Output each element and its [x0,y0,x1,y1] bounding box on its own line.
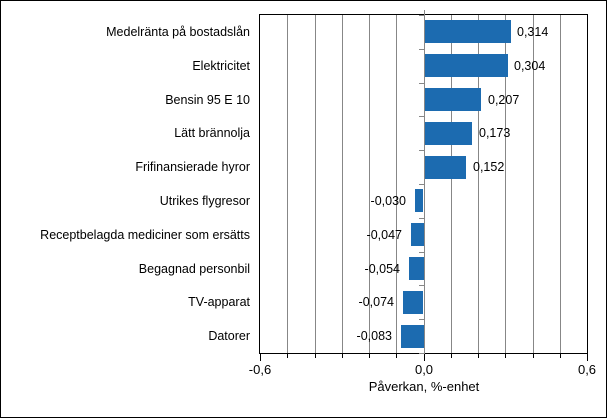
value-label: 0,152 [473,160,505,174]
bar [425,122,472,145]
bar [409,257,424,280]
zero-axis-line [424,10,425,358]
category-axis-tick [419,49,424,50]
value-label: -0,047 [366,228,402,242]
gridline [451,15,452,353]
bar [425,156,466,179]
category-label: Frifinansierade hyror [135,160,250,174]
value-label: -0,083 [356,329,392,343]
value-label: 0,304 [514,59,546,73]
category-label: Begagnad personbil [138,262,250,276]
category-label: TV-apparat [188,295,250,309]
x-axis-minor-tick [505,354,506,358]
gridline [505,15,506,353]
gridline [533,15,534,353]
bar [425,54,508,77]
bar [425,20,511,43]
category-label: Bensin 95 E 10 [165,93,250,107]
category-axis-tick [419,319,424,320]
gridline [369,15,370,353]
x-axis-minor-tick [369,354,370,358]
x-axis-minor-tick [342,354,343,358]
category-axis-tick [419,252,424,253]
category-axis-tick [419,285,424,286]
category-axis-tick [419,353,424,354]
x-axis-minor-tick [533,354,534,358]
gridline [560,15,561,353]
category-label: Medelränta på bostadslån [106,25,250,39]
value-label: -0,054 [364,262,400,276]
gridline [315,15,316,353]
bar [425,88,481,111]
x-tick-label: 0,6 [577,362,597,377]
x-tick-label: 0,0 [414,362,434,377]
value-label: 0,173 [479,126,511,140]
category-label: Elektricitet [192,59,250,73]
value-label: -0,074 [358,295,394,309]
value-label: 0,314 [517,25,549,39]
x-axis-major-tick [587,354,588,361]
category-axis-tick [419,15,424,16]
x-axis-minor-tick [451,354,452,358]
x-axis-minor-tick [560,354,561,358]
x-axis-major-tick [260,354,261,361]
value-label: -0,030 [370,194,406,208]
x-tick-label: -0,6 [248,362,272,377]
x-axis-major-tick [424,354,425,361]
category-axis-tick [419,218,424,219]
category-axis-tick [419,184,424,185]
bar [401,325,424,348]
x-axis-minor-tick [315,354,316,358]
category-label: Receptbelagda mediciner som ersätts [40,228,250,242]
x-axis-title: Påverkan, %-enhet [368,379,480,394]
bar [403,291,423,314]
category-label: Utrikes flygresor [159,194,250,208]
category-axis-tick [419,150,424,151]
category-axis-tick [419,83,424,84]
x-axis-minor-tick [287,354,288,358]
gridline [287,15,288,353]
bar [411,223,424,246]
value-label: 0,207 [488,93,520,107]
bar [415,189,423,212]
x-axis-minor-tick [478,354,479,358]
gridline [396,15,397,353]
category-label: Datorer [208,329,250,343]
gridline [478,15,479,353]
gridline [342,15,343,353]
category-axis-tick [419,116,424,117]
category-label: Lätt brännolja [174,126,250,140]
x-axis-minor-tick [396,354,397,358]
